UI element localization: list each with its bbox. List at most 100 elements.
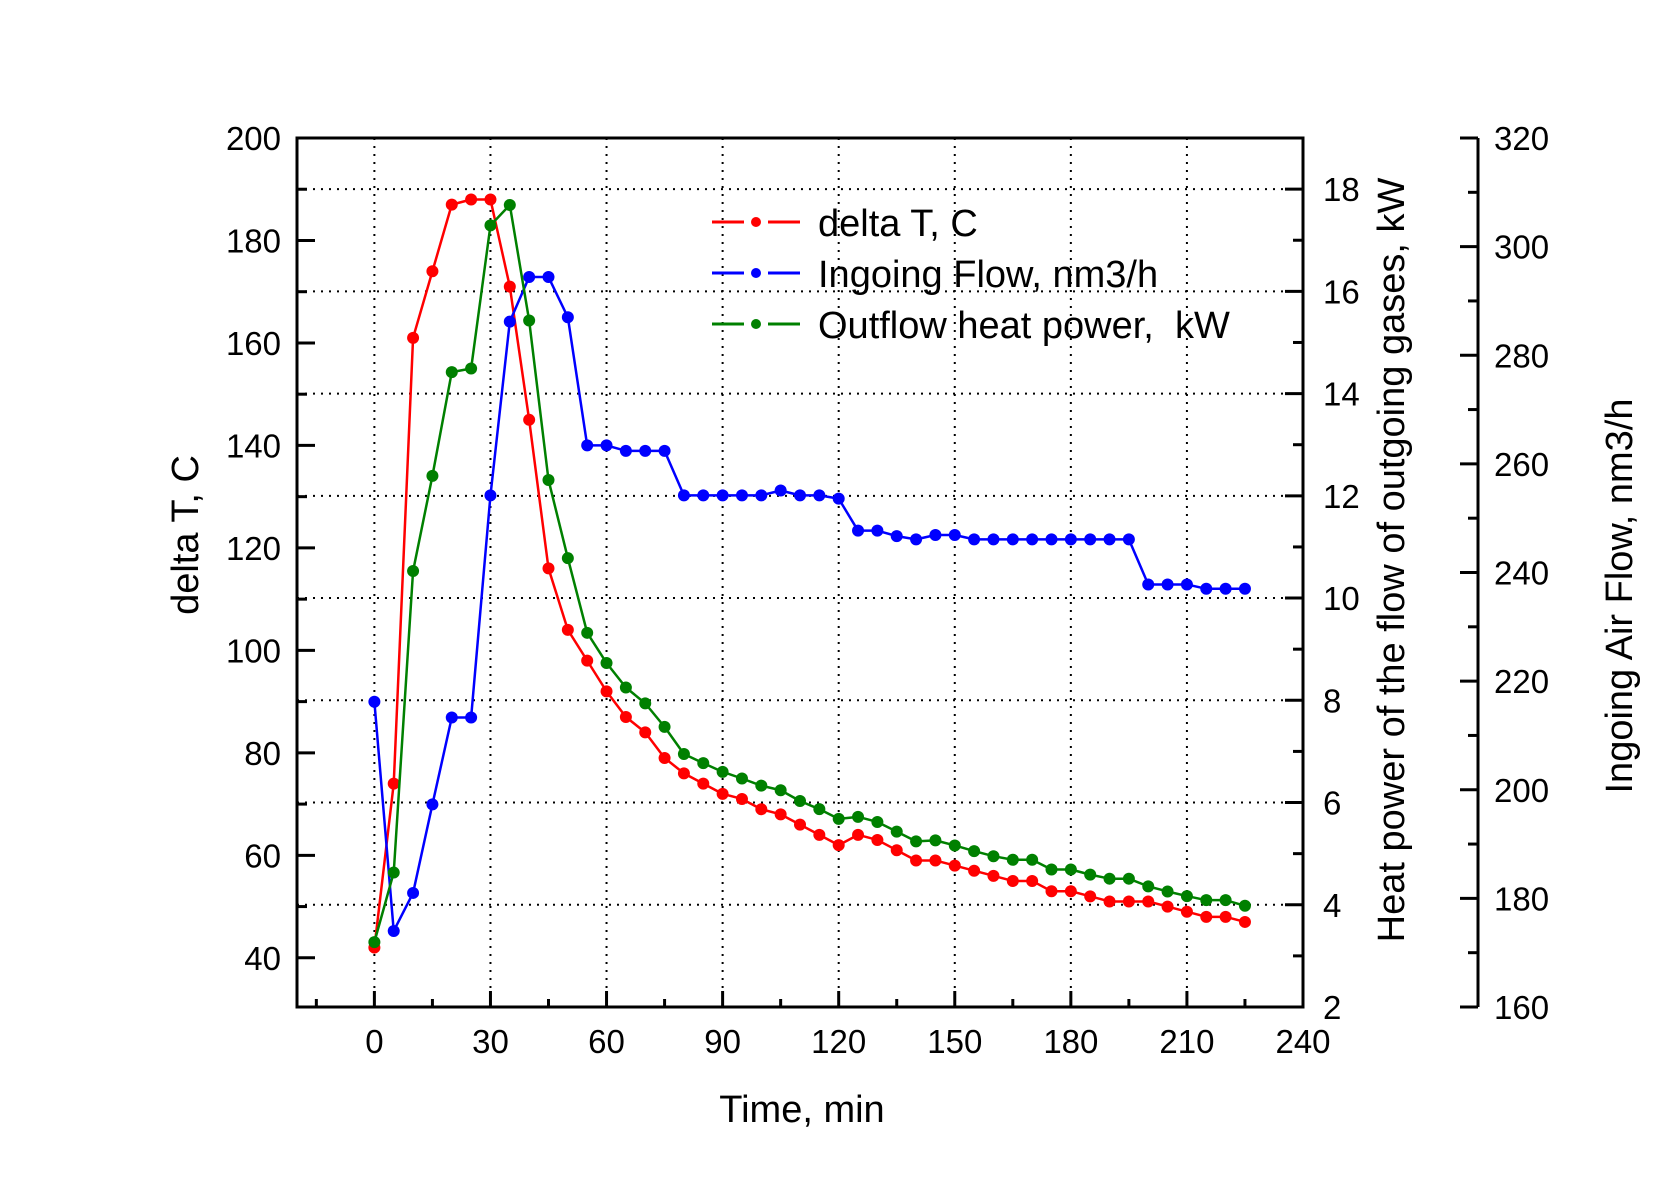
data-point [658,751,671,764]
x-tick-label: 90 [704,1023,741,1060]
data-point [1161,900,1174,913]
y-right2-tick-label: 180 [1494,880,1549,917]
data-point [697,489,710,502]
data-point [929,854,942,867]
y-tick-label: 120 [226,530,281,567]
y-right2-tick-label: 220 [1494,663,1549,700]
data-point [1006,874,1019,887]
data-point [697,757,710,770]
legend-marker [751,217,761,227]
y-right-tick-label: 8 [1323,682,1341,719]
y-right-tick-label: 10 [1323,580,1360,617]
data-point [1084,890,1097,903]
legend-marker [751,268,761,278]
data-point [387,777,400,790]
data-point [1200,582,1213,595]
data-point [1064,885,1077,898]
y-right2-tick-label: 300 [1494,229,1549,266]
data-point [677,747,690,760]
data-point [484,193,497,206]
x-tick-label: 210 [1159,1023,1214,1060]
data-point [890,844,903,857]
data-point [948,859,961,872]
data-point [1026,853,1039,866]
data-point [910,854,923,867]
y-axis-right-label: Heat power of the flow of outgoing gases… [1371,178,1413,943]
data-point [387,866,400,879]
data-point [755,803,768,816]
legend-label: delta T, C [818,203,978,245]
data-point [1180,578,1193,591]
data-point [639,444,652,457]
data-point [407,564,420,577]
data-point [1161,578,1174,591]
data-point [1142,895,1155,908]
y-right2-tick-label: 240 [1494,555,1549,592]
y-tick-label: 100 [226,632,281,669]
data-point [910,533,923,546]
data-point [1219,910,1232,923]
data-point [387,924,400,937]
legend: delta T, C Ingoing Flow, nm3/h Outflow hea… [712,203,1230,347]
data-point [426,265,439,278]
x-axis-label: Time, min [719,1089,884,1131]
data-point [465,711,478,724]
data-point [852,810,865,823]
data-point [1064,863,1077,876]
series-line [373,203,1246,943]
data-point [1238,899,1251,912]
data-point [484,219,497,232]
x-tick-label: 120 [811,1023,866,1060]
data-point [1026,533,1039,546]
data-point [794,794,806,807]
data-point [445,366,458,379]
data-point [503,198,516,211]
data-point [929,834,942,847]
axes: 0 30 60 90 120 150 180 210 240406080100120140160… [226,120,1549,1060]
x-tick-label: 240 [1275,1023,1330,1060]
data-point [503,280,516,293]
data-point [755,489,768,502]
data-point [813,489,826,502]
y-tick-label: 60 [244,837,281,874]
data-point [1200,910,1213,923]
series-2 [368,198,1251,949]
y-right-tick-label: 12 [1323,478,1360,515]
y-right2-tick-label: 260 [1494,446,1549,483]
plot-frame [295,136,1305,1009]
data-point [581,439,594,452]
data-point [1084,868,1097,881]
data-point [871,524,884,537]
data-point [407,331,420,344]
series-line [373,275,1245,933]
data-point [523,271,536,284]
data-point [832,812,845,825]
data-point [813,803,826,816]
data-point [1045,863,1058,876]
y-right2-tick-label: 160 [1494,989,1549,1026]
y-tick-label: 160 [226,325,281,362]
legend-label: Ingoing Flow, nm3/h [818,254,1158,296]
x-tick-label: 0 [365,1023,383,1060]
data-point [368,695,381,708]
data-point [794,818,806,831]
data-point [426,798,439,811]
data-point [852,828,865,841]
data-point [968,845,981,858]
data-point [677,767,690,780]
y-right-tick-label: 18 [1323,171,1360,208]
y-right2-tick-label: 200 [1494,772,1549,809]
series-line [373,198,1246,948]
data-point [968,864,981,877]
data-point [523,413,536,426]
data-point [465,193,478,206]
data-point [871,815,884,828]
data-point [1219,582,1232,595]
data-point [968,533,981,546]
data-point [1200,894,1213,907]
y-right-tick-label: 14 [1323,376,1360,413]
data-point [774,784,787,797]
x-tick-label: 180 [1043,1023,1098,1060]
data-point [1142,578,1155,591]
